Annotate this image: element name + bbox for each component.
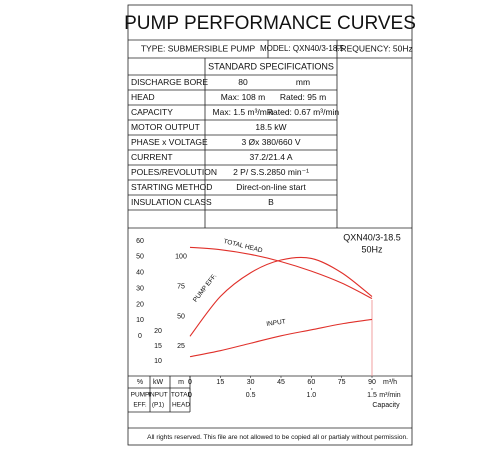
- y-tick-label: 10: [154, 358, 162, 365]
- curve: [189, 318, 373, 358]
- x-tick-label: 60: [307, 379, 315, 386]
- x2-unit: m³/min: [379, 392, 400, 399]
- axis-label: EFF.: [133, 402, 147, 409]
- axis-label: HEAD: [172, 402, 190, 409]
- axis-label: (P1): [152, 402, 164, 409]
- curve: [189, 246, 373, 300]
- spec-value: mm: [296, 77, 310, 87]
- y-tick-label: 50: [177, 313, 185, 320]
- y-tick-label: 0: [138, 333, 142, 340]
- spec-value: 2 P/ S.S.2850 min⁻¹: [233, 167, 309, 177]
- x-tick-label: 30: [247, 379, 255, 386]
- spec-value: B: [268, 197, 274, 207]
- x-tick-label: 75: [338, 379, 346, 386]
- y-tick-label: 30: [136, 285, 144, 292]
- spec-value: Rated: 95 m: [280, 92, 326, 102]
- spec-value: Direct-on-line start: [236, 182, 306, 192]
- y-tick-label: 75: [177, 283, 185, 290]
- spec-label: MOTOR OUTPUT: [131, 122, 200, 132]
- x-tick-label: 0: [188, 379, 192, 386]
- title: PUMP PERFORMANCE CURVES: [124, 13, 416, 34]
- y-tick-label: 50: [136, 254, 144, 261]
- spec-value: 18.5 kW: [255, 122, 286, 132]
- curve-label: INPUT: [266, 318, 286, 328]
- curve-label: TOTAL HEAD: [223, 238, 264, 255]
- y-tick-label: 25: [177, 343, 185, 350]
- spec-value: 3 Øx 380/660 V: [241, 137, 300, 147]
- spec-label: HEAD: [131, 92, 155, 102]
- spec-value: Max: 1.5 m³/min: [213, 107, 274, 117]
- y-tick-label: 15: [154, 343, 162, 350]
- spec-value: Rated: 0.67 m³/min: [267, 107, 340, 117]
- pump-type: TYPE: SUBMERSIBLE PUMP: [141, 43, 256, 53]
- y-tick-label: 40: [136, 270, 144, 277]
- chart-model: QXN40/3-18.5: [343, 232, 401, 242]
- y-tick-label: 100: [175, 254, 187, 261]
- spec-label: CAPACITY: [131, 107, 173, 117]
- x2-tick-label: 1.0: [306, 392, 316, 399]
- axis-unit: %: [137, 379, 143, 386]
- x-unit: m³/h: [383, 379, 397, 386]
- x2-tick-label: 0.5: [246, 392, 256, 399]
- axis-unit: m: [178, 379, 184, 386]
- curve-label: PUMP EFF.: [192, 273, 218, 304]
- spec-label: POLES/REVOLUTION: [131, 167, 217, 177]
- chart-frequency: 50Hz: [361, 244, 383, 254]
- y-tick-label: 60: [136, 238, 144, 245]
- axis-label: PUMP: [131, 392, 150, 399]
- footer: All rights reserved. This file are not a…: [147, 434, 408, 441]
- spec-label: DISCHARGE BORE: [131, 77, 208, 87]
- y-tick-label: 20: [136, 301, 144, 308]
- spec-value: 37.2/21.4 A: [249, 152, 292, 162]
- spec-label: STARTING METHOD: [131, 182, 212, 192]
- x2-tick-label: 1.5: [367, 392, 377, 399]
- axis-unit: kW: [153, 379, 164, 386]
- axis-label: TOTAL: [171, 392, 192, 399]
- x2-label: Capacity: [372, 402, 400, 409]
- spec-label: INSULATION CLASS: [131, 197, 212, 207]
- pump-model: MODEL: QXN40/3-18.5: [260, 44, 345, 53]
- x2-tick-label: 0: [188, 392, 192, 399]
- y-tick-label: 20: [154, 328, 162, 335]
- pump-frequency: FREQUENCY: 50Hz: [335, 43, 412, 53]
- axis-label: INPUT: [148, 392, 168, 399]
- curve: [189, 256, 373, 337]
- x-tick-label: 15: [216, 379, 224, 386]
- spec-label: PHASE x VOLTAGE: [131, 137, 208, 147]
- specs-title: STANDARD SPECIFICATIONS: [208, 61, 334, 71]
- x-tick-label: 45: [277, 379, 285, 386]
- spec-value: 80: [238, 77, 248, 87]
- spec-value: Max: 108 m: [221, 92, 265, 102]
- x-tick-label: 90: [368, 379, 376, 386]
- y-tick-label: 10: [136, 317, 144, 324]
- spec-label: CURRENT: [131, 152, 173, 162]
- sheet-border: [127, 4, 413, 446]
